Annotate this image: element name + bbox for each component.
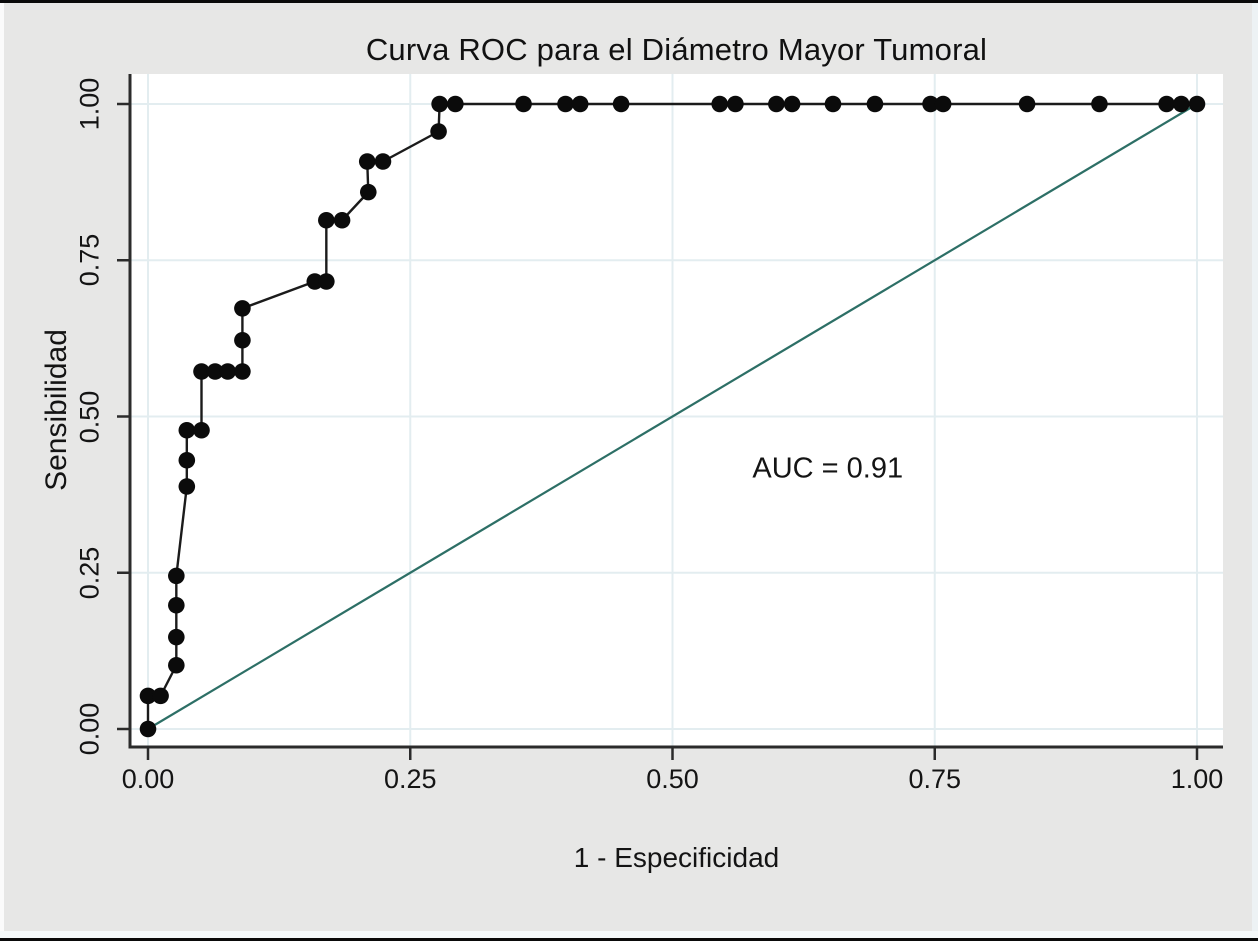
roc-data-point	[768, 95, 785, 113]
roc-data-point	[1172, 95, 1190, 113]
roc-data-point	[727, 95, 744, 113]
roc-data-point	[571, 95, 589, 113]
roc-data-point	[318, 273, 335, 290]
roc-data-point	[234, 300, 251, 317]
roc-data-point	[1188, 95, 1206, 113]
y-tick-label: 0.25	[74, 546, 105, 600]
x-tick-label: 0.75	[908, 764, 962, 794]
roc-data-point	[168, 628, 185, 646]
roc-data-point	[374, 153, 392, 170]
x-tick-label: 0.25	[383, 764, 437, 794]
roc-data-point	[168, 596, 185, 614]
roc-data-point	[711, 95, 729, 113]
x-axis-title: 1 - Especificidad	[573, 842, 780, 873]
y-tick-label: 0.50	[74, 390, 105, 443]
figure-edge-left	[0, 0, 4, 941]
roc-data-point	[824, 95, 842, 113]
roc-data-point	[206, 363, 224, 380]
figure-edge-right	[1252, 0, 1258, 941]
roc-data-point	[922, 95, 939, 113]
roc-data-point	[447, 95, 464, 113]
roc-data-point	[431, 95, 448, 113]
roc-data-point	[1018, 95, 1036, 113]
roc-data-point	[178, 478, 196, 495]
roc-data-point	[219, 363, 237, 380]
x-tick-label: 0.50	[646, 764, 699, 794]
roc-data-point	[783, 95, 801, 113]
roc-data-point	[139, 687, 157, 705]
roc-data-point	[306, 273, 324, 290]
roc-data-point	[934, 95, 952, 113]
roc-data-point	[612, 95, 630, 113]
roc-data-point	[515, 95, 532, 113]
y-axis-title: Sensibilidad	[40, 329, 73, 491]
roc-data-point	[358, 153, 376, 170]
roc-data-point	[1158, 95, 1175, 113]
chart-title: Curva ROC para el Diámetro Mayor Tumoral	[365, 32, 988, 67]
roc-data-point	[318, 211, 335, 229]
roc-data-point	[234, 331, 251, 349]
roc-data-point	[557, 95, 574, 113]
roc-data-point	[1091, 95, 1108, 113]
reference-line	[147, 103, 1198, 730]
figure-edge-bottom-strip	[0, 931, 1258, 938]
figure-border-top	[0, 0, 1258, 3]
roc-data-point	[866, 95, 884, 113]
plot-area	[130, 74, 1223, 747]
y-tick-label: 0.75	[74, 233, 105, 287]
roc-data-point	[333, 211, 351, 229]
figure-border-bottom	[0, 938, 1258, 941]
roc-data-point	[359, 183, 377, 201]
roc-data-point	[430, 123, 447, 140]
roc-data-point	[193, 421, 210, 439]
x-tick-label: 0.00	[121, 764, 175, 794]
roc-data-point	[139, 720, 157, 738]
roc-data-point	[168, 656, 185, 674]
roc-data-point	[168, 567, 185, 585]
roc-data-point	[178, 451, 196, 469]
roc-data-point	[178, 421, 196, 439]
auc-annotation: AUC = 0.91	[752, 452, 904, 485]
y-tick-label: 1.00	[74, 77, 105, 131]
roc-data-point	[152, 687, 169, 705]
x-tick-label: 1.00	[1170, 764, 1224, 794]
roc-data-point	[193, 363, 210, 380]
roc-data-point	[234, 363, 251, 380]
y-tick-label: 0.00	[74, 702, 105, 756]
